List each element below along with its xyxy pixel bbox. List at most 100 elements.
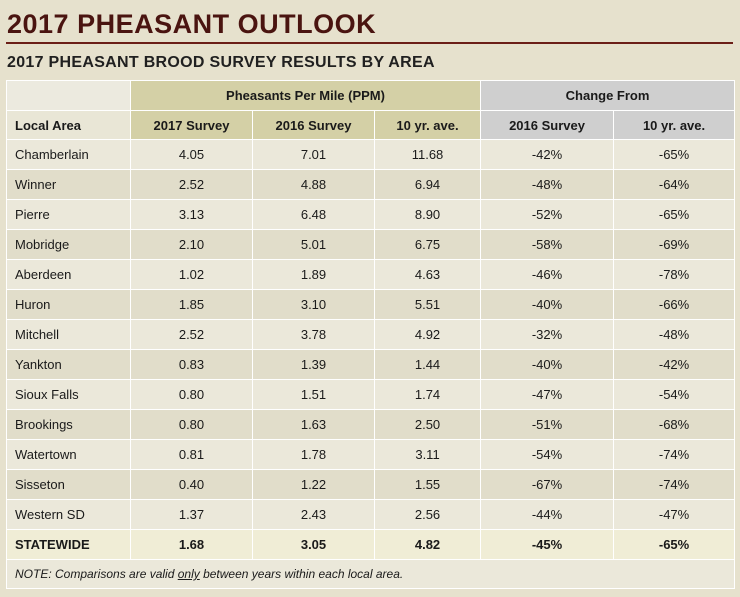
statewide-row: STATEWIDE 1.68 3.05 4.82 -45% -65% <box>6 529 736 560</box>
cell-change-10yr: -65% <box>613 199 736 230</box>
cell-2017-survey: 1.68 <box>130 529 253 560</box>
cell-local-area: Western SD <box>6 499 131 530</box>
cell-change-10yr: -48% <box>613 319 736 350</box>
cell-change-10yr: -65% <box>613 139 736 170</box>
group-header-ppm: Pheasants Per Mile (PPM) <box>129 80 482 111</box>
cell-10yr-ave: 8.90 <box>373 199 482 230</box>
cell-change-10yr: -54% <box>613 379 736 410</box>
table-row: Sioux Falls 0.80 1.51 1.74 -47% -54% <box>6 379 736 410</box>
cell-2016-survey: 1.89 <box>252 259 375 290</box>
table-row: Chamberlain 4.05 7.01 11.68 -42% -65% <box>6 139 736 170</box>
cell-10yr-ave: 2.56 <box>373 499 482 530</box>
cell-10yr-ave: 6.94 <box>373 169 482 200</box>
cell-change-10yr: -74% <box>613 469 736 500</box>
cell-local-area: Watertown <box>6 439 131 470</box>
cell-10yr-ave: 4.63 <box>373 259 482 290</box>
cell-2016-survey: 3.10 <box>252 289 375 320</box>
cell-10yr-ave: 6.75 <box>373 229 482 260</box>
cell-2016-survey: 2.43 <box>252 499 375 530</box>
column-header-change-10yr: 10 yr. ave. <box>613 110 736 140</box>
cell-change-10yr: -42% <box>613 349 736 380</box>
cell-local-area: Pierre <box>6 199 131 230</box>
cell-10yr-ave: 4.82 <box>373 529 482 560</box>
cell-change-10yr: -64% <box>613 169 736 200</box>
cell-10yr-ave: 11.68 <box>373 139 482 170</box>
cell-2016-survey: 3.05 <box>252 529 375 560</box>
cell-change-2016: -51% <box>480 409 615 440</box>
cell-2016-survey: 1.78 <box>252 439 375 470</box>
cell-change-10yr: -66% <box>613 289 736 320</box>
cell-change-2016: -42% <box>480 139 615 170</box>
cell-2017-survey: 3.13 <box>130 199 253 230</box>
cell-2016-survey: 1.63 <box>252 409 375 440</box>
table-row: Winner 2.52 4.88 6.94 -48% -64% <box>6 169 736 200</box>
cell-change-2016: -48% <box>480 169 615 200</box>
cell-change-10yr: -47% <box>613 499 736 530</box>
cell-change-10yr: -74% <box>613 439 736 470</box>
cell-change-2016: -52% <box>480 199 615 230</box>
table-subtitle: 2017 PHEASANT BROOD SURVEY RESULTS BY AR… <box>7 54 435 71</box>
cell-local-area: STATEWIDE <box>6 529 131 560</box>
brood-survey-table: Pheasants Per Mile (PPM) Change From Loc… <box>5 80 736 589</box>
cell-2017-survey: 0.80 <box>130 379 253 410</box>
cell-change-10yr: -65% <box>613 529 736 560</box>
table-row: Yankton 0.83 1.39 1.44 -40% -42% <box>6 349 736 380</box>
cell-2017-survey: 1.85 <box>130 289 253 320</box>
cell-2016-survey: 1.22 <box>252 469 375 500</box>
cell-change-2016: -40% <box>480 349 615 380</box>
cell-change-2016: -67% <box>480 469 615 500</box>
cell-change-2016: -47% <box>480 379 615 410</box>
cell-2017-survey: 1.37 <box>130 499 253 530</box>
table-row: Watertown 0.81 1.78 3.11 -54% -74% <box>6 439 736 470</box>
cell-10yr-ave: 1.74 <box>373 379 482 410</box>
cell-local-area: Chamberlain <box>6 139 131 170</box>
cell-10yr-ave: 5.51 <box>373 289 482 320</box>
cell-10yr-ave: 2.50 <box>373 409 482 440</box>
cell-local-area: Mobridge <box>6 229 131 260</box>
column-header-2016-survey: 2016 Survey <box>252 110 375 140</box>
table-note: NOTE: Comparisons are valid only between… <box>5 559 736 589</box>
cell-2016-survey: 4.88 <box>252 169 375 200</box>
cell-local-area: Sisseton <box>6 469 131 500</box>
cell-10yr-ave: 4.92 <box>373 319 482 350</box>
table-row: Mobridge 2.10 5.01 6.75 -58% -69% <box>6 229 736 260</box>
cell-change-2016: -46% <box>480 259 615 290</box>
note-text-after: between years within each local area. <box>199 567 404 581</box>
cell-2017-survey: 2.52 <box>130 169 253 200</box>
table-row: Pierre 3.13 6.48 8.90 -52% -65% <box>6 199 736 230</box>
cell-2017-survey: 0.40 <box>130 469 253 500</box>
cell-change-2016: -40% <box>480 289 615 320</box>
cell-2016-survey: 1.39 <box>252 349 375 380</box>
cell-local-area: Aberdeen <box>6 259 131 290</box>
cell-2017-survey: 0.81 <box>130 439 253 470</box>
cell-2016-survey: 5.01 <box>252 229 375 260</box>
cell-local-area: Yankton <box>6 349 131 380</box>
cell-change-2016: -44% <box>480 499 615 530</box>
column-header-10yr-ave: 10 yr. ave. <box>373 110 482 140</box>
title-divider <box>6 42 733 44</box>
cell-2017-survey: 1.02 <box>130 259 253 290</box>
note-emphasis: only <box>177 567 200 581</box>
cell-local-area: Sioux Falls <box>6 379 131 410</box>
cell-change-2016: -58% <box>480 229 615 260</box>
cell-local-area: Brookings <box>6 409 131 440</box>
cell-2016-survey: 7.01 <box>252 139 375 170</box>
cell-change-10yr: -69% <box>613 229 736 260</box>
cell-2017-survey: 4.05 <box>130 139 253 170</box>
cell-local-area: Huron <box>6 289 131 320</box>
cell-2017-survey: 0.83 <box>130 349 253 380</box>
table-row: Western SD 1.37 2.43 2.56 -44% -47% <box>6 499 736 530</box>
table-row: Mitchell 2.52 3.78 4.92 -32% -48% <box>6 319 736 350</box>
cell-2017-survey: 2.10 <box>130 229 253 260</box>
cell-2017-survey: 2.52 <box>130 319 253 350</box>
column-header-local-area: Local Area <box>6 110 131 140</box>
cell-change-10yr: -68% <box>613 409 736 440</box>
cell-change-2016: -54% <box>480 439 615 470</box>
table-row: Brookings 0.80 1.63 2.50 -51% -68% <box>6 409 736 440</box>
table-row: Aberdeen 1.02 1.89 4.63 -46% -78% <box>6 259 736 290</box>
table-row: Huron 1.85 3.10 5.51 -40% -66% <box>6 289 736 320</box>
cell-local-area: Mitchell <box>6 319 131 350</box>
cell-2017-survey: 0.80 <box>130 409 253 440</box>
column-header-2017-survey: 2017 Survey <box>130 110 253 140</box>
cell-2016-survey: 6.48 <box>252 199 375 230</box>
